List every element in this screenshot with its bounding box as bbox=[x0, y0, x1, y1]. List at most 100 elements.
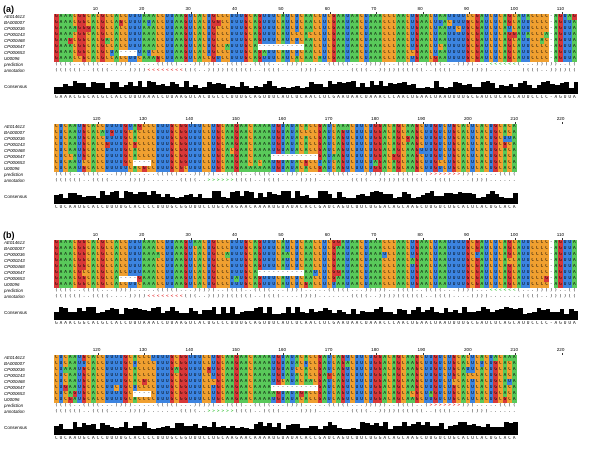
structure-symbol: ( bbox=[68, 294, 72, 299]
nucleotide: U bbox=[211, 166, 216, 172]
nucleotide: C bbox=[155, 26, 161, 32]
nucleotide: C bbox=[95, 270, 101, 276]
nucleotide: C bbox=[86, 50, 91, 56]
consensus-bar bbox=[332, 84, 338, 94]
structure-symbol: ) bbox=[115, 62, 118, 67]
nucleotide: U bbox=[525, 282, 531, 288]
nucleotide: A bbox=[340, 14, 346, 20]
nucleotide: U bbox=[354, 379, 360, 385]
consensus-nucleotide: C bbox=[332, 205, 336, 210]
nucleotide: A bbox=[419, 246, 424, 252]
consensus-bar bbox=[504, 307, 509, 320]
structure-symbol: ) bbox=[193, 172, 197, 177]
nucleotide: A bbox=[252, 282, 258, 288]
consensus-bar bbox=[378, 307, 384, 320]
nucleotide: A bbox=[146, 270, 152, 276]
nucleotide: U bbox=[567, 20, 572, 26]
nucleotide: U bbox=[437, 166, 443, 172]
nucleotide: C bbox=[95, 130, 101, 136]
structure-symbol: > bbox=[452, 172, 456, 177]
nucleotide: U bbox=[363, 38, 369, 44]
nucleotide: U bbox=[169, 258, 175, 264]
nucleotide: U bbox=[114, 160, 119, 166]
nucleotide: C bbox=[54, 373, 59, 379]
nucleotide: U bbox=[359, 355, 364, 361]
nucleotide: C bbox=[465, 166, 471, 172]
nucleotide: A bbox=[516, 56, 522, 62]
nucleotide: U bbox=[118, 124, 124, 130]
nucleotide: C bbox=[100, 136, 105, 142]
nucleotide: U bbox=[197, 136, 202, 142]
nucleotide: G bbox=[257, 240, 263, 246]
nucleotide: A bbox=[91, 367, 96, 373]
nucleotide: C bbox=[206, 385, 212, 391]
nucleotide: C bbox=[146, 385, 152, 391]
nucleotide: C bbox=[350, 136, 355, 142]
structure-symbol: . bbox=[369, 294, 373, 299]
consensus-nucleotide: U bbox=[522, 95, 525, 100]
nucleotide: C bbox=[363, 391, 369, 397]
nucleotide: G bbox=[183, 355, 189, 361]
nucleotide: C bbox=[539, 276, 545, 282]
nucleotide: A bbox=[354, 20, 360, 26]
nucleotide: C bbox=[289, 32, 295, 38]
nucleotide: U bbox=[192, 166, 198, 172]
nucleotide: A bbox=[511, 142, 517, 148]
nucleotide: U bbox=[461, 38, 466, 44]
nucleotide: C bbox=[326, 38, 332, 44]
nucleotide: U bbox=[239, 270, 244, 276]
nucleotide: U bbox=[280, 148, 286, 154]
nucleotide: U bbox=[234, 282, 239, 288]
nucleotide: A bbox=[141, 264, 147, 270]
nucleotide: G bbox=[493, 367, 498, 373]
structure-symbol: ( bbox=[165, 172, 169, 177]
nucleotide: - bbox=[132, 276, 138, 282]
nucleotide: U bbox=[354, 391, 360, 397]
nucleotide: A bbox=[502, 14, 508, 20]
consensus-bar bbox=[369, 312, 375, 320]
nucleotide: C bbox=[215, 258, 221, 264]
nucleotide: A bbox=[502, 50, 508, 56]
nucleotide: U bbox=[461, 44, 466, 50]
nucleotide: C bbox=[313, 124, 318, 130]
consensus-bar bbox=[355, 314, 361, 320]
nucleotide: A bbox=[308, 44, 313, 50]
nucleotide: A bbox=[146, 276, 152, 282]
nucleotide: C bbox=[174, 142, 179, 148]
structure-symbol: ( bbox=[572, 294, 576, 299]
nucleotide: G bbox=[433, 373, 438, 379]
structure-symbol: . bbox=[415, 403, 419, 408]
sequence-name: CP000647 bbox=[4, 270, 25, 275]
consensus-bar bbox=[448, 312, 454, 320]
nucleotide: C bbox=[202, 355, 207, 361]
nucleotide: U bbox=[345, 240, 350, 246]
nucleotide: C bbox=[104, 270, 110, 276]
nucleotide: C bbox=[535, 50, 540, 56]
structure-symbol: ( bbox=[96, 172, 100, 177]
nucleotide: A bbox=[225, 124, 230, 130]
nucleotide: C bbox=[109, 282, 115, 288]
nucleotide: G bbox=[81, 385, 87, 391]
consensus-bar bbox=[77, 195, 82, 204]
nucleotide: C bbox=[141, 367, 147, 373]
nucleotide: A bbox=[405, 391, 411, 397]
consensus-nucleotide: U bbox=[170, 95, 174, 100]
nucleotide: C bbox=[387, 160, 392, 166]
nucleotide: G bbox=[451, 361, 457, 367]
structure-symbol: . bbox=[295, 294, 299, 299]
nucleotide: A bbox=[280, 258, 286, 264]
structure-symbol: . bbox=[429, 68, 433, 73]
nucleotide: U bbox=[188, 124, 193, 130]
nucleotide: G bbox=[465, 26, 471, 32]
nucleotide: G bbox=[433, 130, 438, 136]
nucleotide: U bbox=[410, 32, 415, 38]
consensus-bar bbox=[527, 85, 532, 94]
structure-symbol: ( bbox=[193, 294, 197, 299]
nucleotide: U bbox=[160, 136, 165, 142]
nucleotide: C bbox=[109, 252, 115, 258]
nucleotide: A bbox=[132, 166, 138, 172]
consensus-nucleotide: A bbox=[64, 321, 67, 326]
nucleotide: C bbox=[54, 361, 59, 367]
nucleotide: C bbox=[155, 32, 161, 38]
nucleotide: A bbox=[91, 240, 96, 246]
